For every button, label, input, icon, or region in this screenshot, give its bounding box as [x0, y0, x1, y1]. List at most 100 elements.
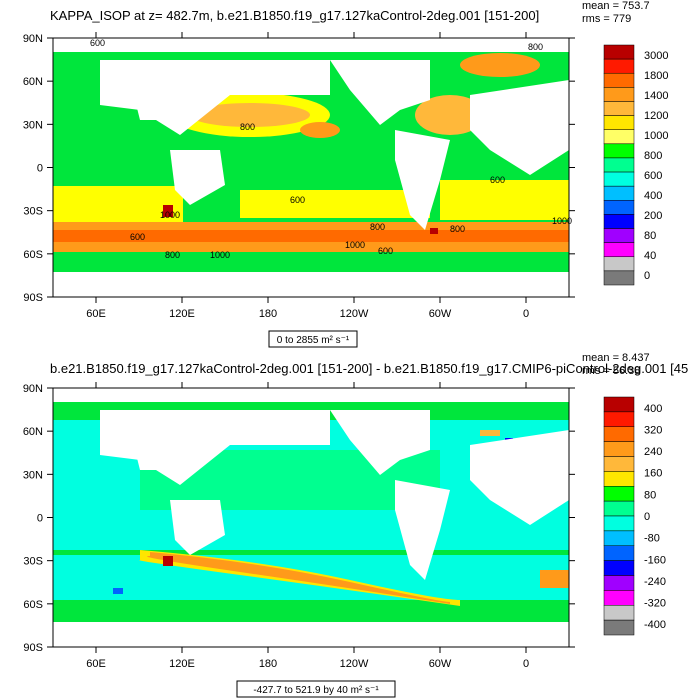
colorbar-label: 160 — [644, 468, 662, 480]
y-tick-label: 90N — [23, 383, 43, 395]
colorbar-label: 1200 — [644, 110, 668, 122]
contour-label: 1000 — [345, 240, 365, 250]
colorbar-swatch — [603, 441, 635, 457]
range-label: 0 to 2855 m² s⁻¹ — [277, 335, 350, 346]
colorbar-label: 320 — [644, 424, 662, 436]
colorbar-label: 1000 — [644, 130, 668, 142]
y-tick-label: 30N — [23, 119, 43, 131]
contour-label: 800 — [370, 222, 385, 232]
colorbar-label: 1400 — [644, 90, 668, 102]
colorbar-label: 0 — [644, 511, 650, 523]
colorbar-swatch — [603, 530, 635, 546]
colorbar-label: 800 — [644, 150, 662, 162]
colorbar-swatch — [603, 87, 635, 102]
colorbar-swatch — [603, 157, 635, 173]
colorbar-swatch — [603, 115, 635, 130]
colorbar-label: 600 — [644, 170, 662, 182]
x-tick-label: 180 — [259, 308, 277, 320]
colorbar-label: 200 — [644, 210, 662, 222]
colorbar-swatch — [603, 605, 635, 621]
x-tick-label: 120W — [340, 658, 369, 670]
x-tick-label: 120E — [169, 658, 195, 670]
colorbar-swatch — [603, 214, 635, 229]
x-tick-label: 60E — [86, 308, 106, 320]
contour-label: 600 — [378, 246, 393, 256]
contour-label: 800 — [528, 42, 543, 52]
y-tick-label: 90S — [23, 292, 43, 304]
y-tick-label: 0 — [37, 513, 43, 525]
colorbar-swatch — [603, 270, 635, 286]
y-tick-label: 60S — [23, 599, 43, 611]
colorbar-label: 400 — [644, 190, 662, 202]
x-tick-label: 120E — [169, 308, 195, 320]
y-tick-label: 0 — [37, 163, 43, 175]
contour-label: 800 — [240, 122, 255, 132]
y-tick-label: 60S — [23, 249, 43, 261]
colorbar-label: -240 — [644, 576, 666, 588]
y-tick-label: 30N — [23, 469, 43, 481]
y-axis: 90N 60N 30N 0 30S 60S 90S — [23, 383, 575, 654]
contour-label: 1000 — [160, 210, 180, 220]
contour-label: 600 — [290, 195, 305, 205]
x-tick-label: 60W — [429, 658, 452, 670]
contour-label: 800 — [450, 224, 465, 234]
colorbar-swatch — [603, 44, 635, 60]
colorbar-swatch — [603, 129, 635, 145]
contour-label: 600 — [90, 38, 105, 48]
title: b.e21.B1850.f19_g17.127kaControl-2deg.00… — [50, 361, 688, 376]
contour-label: 800 — [165, 250, 180, 260]
colorbar-label: 40 — [644, 250, 656, 262]
y-axis: 90N 60N 30N 0 30S 60S 90S — [23, 33, 575, 304]
range-label: -427.7 to 521.9 by 40 m² s⁻¹ — [253, 685, 379, 696]
colorbar-swatch — [603, 619, 635, 636]
map-field — [53, 388, 569, 647]
colorbar-swatch — [603, 171, 635, 187]
map-field — [53, 38, 569, 297]
colorbar-swatch — [603, 575, 635, 591]
y-tick-label: 90S — [23, 642, 43, 654]
colorbar-label: -160 — [644, 554, 666, 566]
colorbar-label: 3000 — [644, 50, 668, 62]
colorbar-label: -400 — [644, 619, 666, 631]
colorbar-swatch — [603, 58, 635, 74]
colorbar-label: 0 — [644, 270, 650, 282]
colorbar-label: 80 — [644, 489, 656, 501]
contour-label: 600 — [490, 175, 505, 185]
colorbar-swatch — [603, 101, 635, 116]
colorbar-swatch — [603, 456, 635, 472]
colorbar-swatch — [603, 545, 635, 561]
colorbar-swatch — [603, 486, 635, 502]
range-box — [268, 330, 358, 348]
colorbar-swatch — [603, 411, 635, 427]
colorbar: 400 320 240 160 80 0 -80 -160 -240 -320 -400 — [603, 396, 666, 636]
colorbar-swatch — [603, 590, 635, 606]
y-tick-label: 30S — [23, 556, 43, 568]
contour-label: 1000 — [210, 250, 230, 260]
x-tick-label: 60E — [86, 658, 106, 670]
contour-label: 600 — [130, 232, 145, 242]
y-tick-label: 60N — [23, 426, 43, 438]
colorbar-swatch — [603, 256, 635, 272]
colorbar-label: -320 — [644, 598, 666, 610]
colorbar-swatch — [603, 426, 635, 442]
mean-stat: mean = 753.7 — [582, 0, 650, 12]
y-tick-label: 90N — [23, 33, 43, 45]
colorbar-swatch — [603, 72, 635, 88]
y-tick-label: 60N — [23, 76, 43, 88]
colorbar-label: 400 — [644, 403, 662, 415]
x-tick-label: 60W — [429, 308, 452, 320]
panel-top: KAPPA_ISOP at z= 482.7m, b.e21.B1850.f19… — [23, 0, 668, 348]
mean-stat: mean = 8.437 — [582, 352, 650, 364]
range-box — [236, 680, 396, 698]
colorbar-swatch — [603, 228, 635, 243]
colorbar-swatch — [603, 500, 635, 517]
colorbar-swatch — [603, 200, 635, 215]
y-tick-label: 30S — [23, 206, 43, 218]
contour-labels: 600 800 1000 600 800 1000 600 800 1000 600 800 1000… — [90, 38, 572, 260]
colorbar-swatch — [603, 471, 635, 487]
colorbar-label: 80 — [644, 230, 656, 242]
title: KAPPA_ISOP at z= 482.7m, b.e21.B1850.f19… — [50, 8, 539, 23]
colorbar-swatch — [603, 185, 635, 201]
